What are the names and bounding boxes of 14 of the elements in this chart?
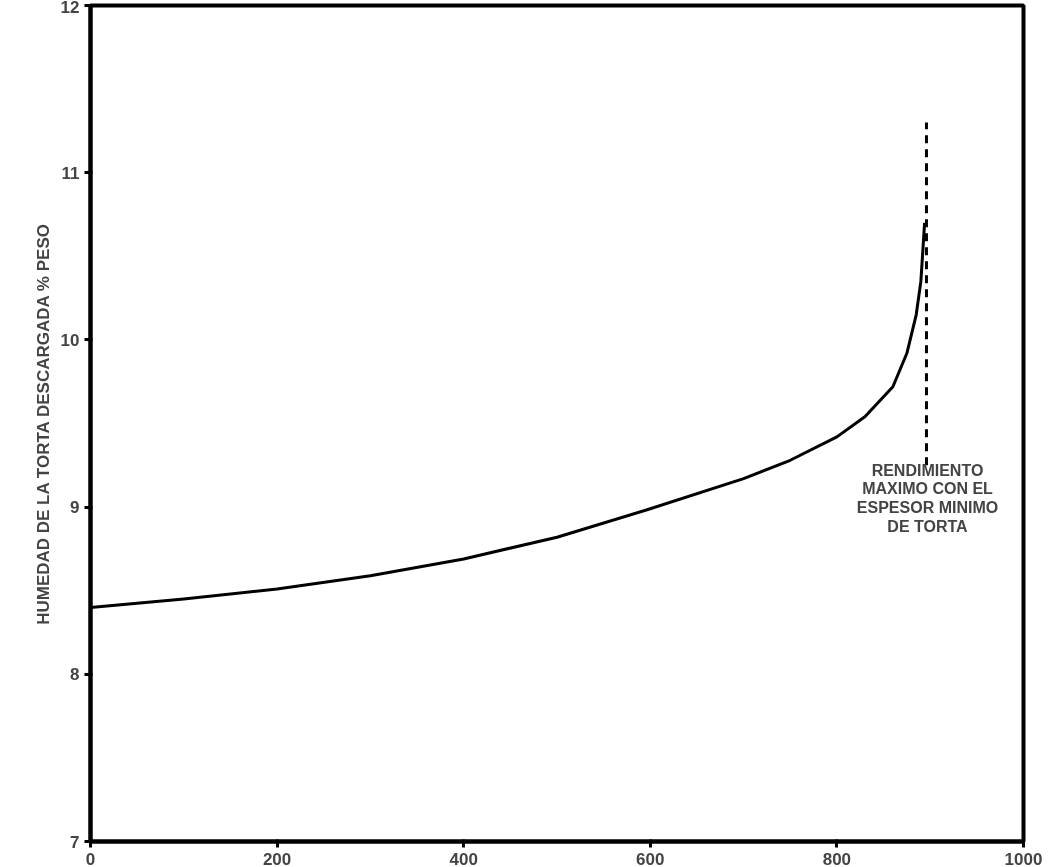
annotation: RENDIMIENTO MAXIMO CON EL ESPESOR MINIMO DE TORTA — [856, 461, 999, 535]
x-tick-label: 0 — [85, 849, 96, 867]
y-tick-label: 10 — [60, 330, 80, 350]
y-tick-label: 8 — [70, 665, 80, 685]
x-tick-label: 600 — [636, 849, 665, 867]
y-tick-label: 12 — [60, 0, 80, 17]
y-tick-label: 7 — [70, 832, 80, 852]
y-tick-label: 9 — [70, 498, 80, 518]
x-tick-label: 1000 — [1004, 849, 1043, 867]
x-tick-label: 200 — [262, 849, 292, 867]
y-axis-title: HUMEDAD DE LA TORTA DESCARGADA % PESO — [33, 224, 53, 625]
x-tick-label: 400 — [449, 849, 478, 867]
x-tick-label: 800 — [822, 849, 852, 867]
y-tick-label: 11 — [61, 163, 80, 183]
